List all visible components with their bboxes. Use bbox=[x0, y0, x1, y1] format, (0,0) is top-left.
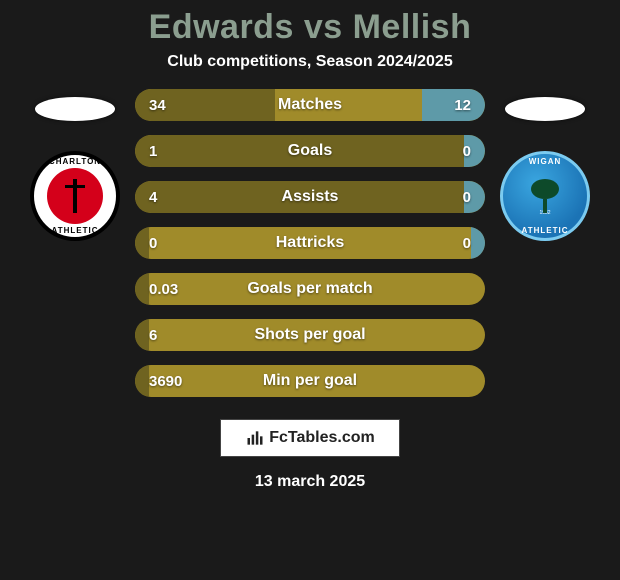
player1-name: Edwards bbox=[149, 8, 294, 46]
stat-row: 40Assists bbox=[135, 181, 485, 213]
wigan-ring-top: WIGAN bbox=[503, 157, 587, 166]
stat-label: Goals bbox=[135, 142, 485, 160]
right-side: WIGAN ATHLETIC 1932 bbox=[485, 89, 605, 241]
tree-trunk bbox=[543, 199, 547, 213]
stat-label: Hattricks bbox=[135, 234, 485, 252]
stat-row: 6Shots per goal bbox=[135, 319, 485, 351]
right-club-badge: WIGAN ATHLETIC 1932 bbox=[500, 151, 590, 241]
left-club-badge: CHARLTON ATHLETIC bbox=[30, 151, 120, 241]
charlton-ring-top: CHARLTON bbox=[34, 157, 116, 166]
stat-label: Matches bbox=[135, 96, 485, 114]
tree-crown bbox=[531, 179, 559, 199]
date-label: 13 march 2025 bbox=[255, 473, 365, 491]
subtitle: Club competitions, Season 2024/2025 bbox=[167, 53, 452, 71]
stat-row: 3412Matches bbox=[135, 89, 485, 121]
page-title: Edwards vs Mellish bbox=[149, 8, 472, 47]
stat-label: Min per goal bbox=[135, 372, 485, 390]
watermark-text: FcTables.com bbox=[269, 429, 375, 447]
watermark[interactable]: FcTables.com bbox=[220, 419, 400, 457]
right-country-flag bbox=[505, 97, 585, 121]
charlton-ring-bottom: ATHLETIC bbox=[34, 226, 116, 235]
stat-row: 3690Min per goal bbox=[135, 365, 485, 397]
stat-row: 00Hattricks bbox=[135, 227, 485, 259]
main-row: CHARLTON ATHLETIC 3412Matches 10Goals 40As… bbox=[0, 89, 620, 397]
stat-label: Shots per goal bbox=[135, 326, 485, 344]
stat-label: Assists bbox=[135, 188, 485, 206]
comparison-card: Edwards vs Mellish Club competitions, Se… bbox=[0, 0, 620, 580]
player2-name: Mellish bbox=[353, 8, 472, 46]
stat-row: 10Goals bbox=[135, 135, 485, 167]
left-side: CHARLTON ATHLETIC bbox=[15, 89, 135, 241]
left-country-flag bbox=[35, 97, 115, 121]
bar-chart-icon bbox=[245, 428, 265, 448]
charlton-inner bbox=[47, 168, 103, 224]
stats-bars: 3412Matches 10Goals 40Assists 00Hattricks 0.… bbox=[135, 89, 485, 397]
stat-label: Goals per match bbox=[135, 280, 485, 298]
title-vs: vs bbox=[304, 8, 343, 46]
stat-row: 0.03Goals per match bbox=[135, 273, 485, 305]
sword-icon bbox=[73, 179, 77, 213]
tree-icon bbox=[531, 179, 559, 213]
wigan-ring-bottom: ATHLETIC bbox=[503, 226, 587, 235]
